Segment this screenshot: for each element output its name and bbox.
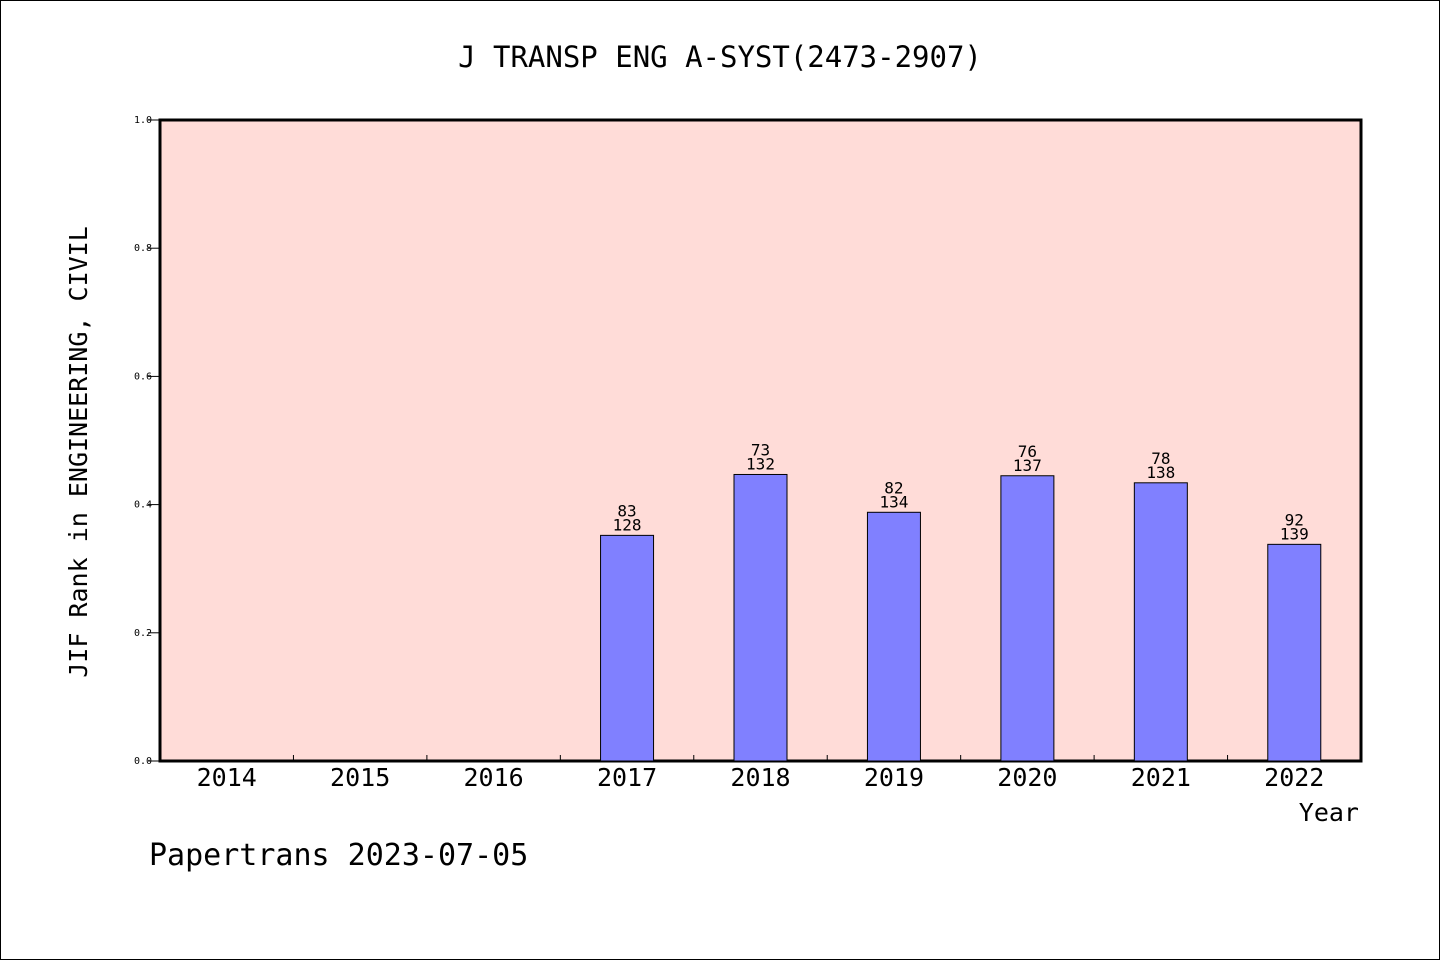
y-axis: 0.0 0.2 0.4 0.6 0.8 1.0 — [134, 115, 160, 767]
y-axis-label: JIF Rank in ENGINEERING, CIVIL — [64, 226, 93, 678]
bar-rank-label: 83 — [617, 501, 636, 520]
bar — [866, 511, 921, 762]
bar-total-label: 138 — [1146, 463, 1175, 482]
x-tick-label: 2020 — [997, 763, 1057, 792]
bar — [600, 534, 655, 762]
bar-total-label: 128 — [613, 515, 642, 534]
x-tick-label: 2015 — [330, 763, 390, 792]
y-tick-label: 0.2 — [134, 628, 152, 639]
bar — [1000, 475, 1055, 762]
x-tick-label: 2021 — [1131, 763, 1191, 792]
bar — [1133, 482, 1188, 762]
x-tick-label: 2018 — [730, 763, 790, 792]
x-tick-label: 2014 — [197, 763, 257, 792]
y-tick-label: 0.8 — [134, 243, 152, 254]
bar-total-label: 137 — [1013, 456, 1042, 475]
bar-total-label: 134 — [879, 492, 908, 511]
bar-rank-label: 92 — [1285, 510, 1304, 529]
x-tick-label: 2019 — [864, 763, 924, 792]
x-axis: 2014 2015 2016 2017 2018 2019 2020 2021 2022 — [197, 755, 1324, 792]
bar-rank-label: 82 — [884, 478, 903, 497]
y-tick-label: 1.0 — [134, 115, 152, 126]
x-tick-label: 2016 — [464, 763, 524, 792]
bar-rank-label: 73 — [751, 440, 770, 459]
bars-group — [600, 473, 1322, 762]
bar-rank-label: 78 — [1151, 449, 1170, 468]
bar — [1267, 543, 1322, 762]
footer-credit: Papertrans 2023-07-05 — [149, 838, 528, 873]
y-tick-label: 0.4 — [134, 500, 152, 511]
x-tick-label: 2017 — [597, 763, 657, 792]
x-axis-label: Year — [1299, 798, 1359, 827]
bar-total-label: 139 — [1280, 524, 1309, 543]
bar-rank-label: 76 — [1018, 442, 1037, 461]
x-tick-label: 2022 — [1264, 763, 1324, 792]
y-tick-label: 0.0 — [134, 756, 152, 767]
chart-title: J TRANSP ENG A-SYST(2473-2907) — [458, 40, 982, 74]
bar — [733, 473, 788, 762]
y-tick-label: 0.6 — [134, 371, 152, 382]
bar-total-label: 132 — [746, 454, 775, 473]
